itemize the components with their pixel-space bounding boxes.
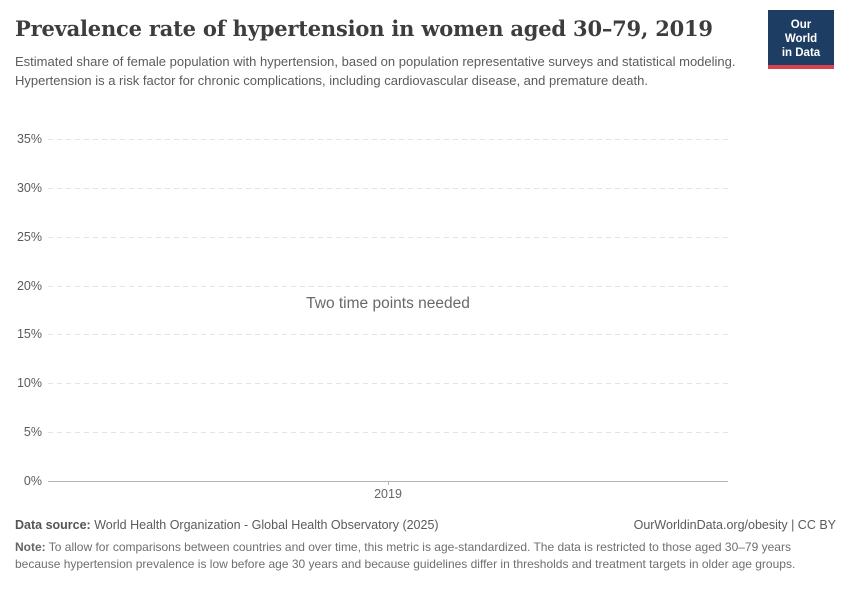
y-tick-label: 25% [16, 230, 42, 244]
footer-source-row: Data source: World Health Organization -… [15, 517, 836, 533]
chart-subtitle: Estimated share of female population wit… [15, 54, 736, 88]
data-source-text: World Health Organization - Global Healt… [90, 518, 439, 532]
y-tick-label: 20% [16, 279, 42, 293]
y-gridline [48, 237, 728, 238]
footer-note-label: Note: [15, 540, 46, 554]
y-gridline [48, 286, 728, 287]
data-source-line: Data source: World Health Organization -… [15, 517, 439, 533]
data-source-label: Data source: [15, 518, 91, 532]
owid-logo-line2: in Data [781, 47, 821, 59]
y-gridline [48, 383, 728, 384]
y-tick-label: 0% [23, 474, 42, 488]
y-gridline [48, 334, 728, 335]
x-axis-tick-mark [388, 481, 389, 485]
footer-note: Note: To allow for comparisons between c… [15, 539, 836, 572]
footer-note-text: To allow for comparisons between countri… [15, 540, 796, 571]
y-gridline [48, 432, 728, 433]
x-axis-line [48, 481, 728, 482]
y-gridline [48, 188, 728, 189]
y-tick-label: 15% [16, 327, 42, 341]
y-tick-label: 30% [16, 181, 42, 195]
y-gridline [48, 139, 728, 140]
owid-logo[interactable]: Our World in Data [768, 10, 834, 69]
empty-chart-message: Two time points needed [306, 295, 470, 312]
y-tick-label: 35% [16, 132, 42, 146]
x-tick-label-2019: 2019 [374, 487, 402, 501]
chart-title: Prevalence rate of hypertension in women… [15, 16, 713, 41]
y-tick-label: 5% [23, 425, 42, 439]
license-link[interactable]: OurWorldinData.org/obesity | CC BY [633, 518, 836, 532]
owid-logo-line1: Our World [784, 19, 818, 45]
y-tick-label: 10% [16, 376, 42, 390]
